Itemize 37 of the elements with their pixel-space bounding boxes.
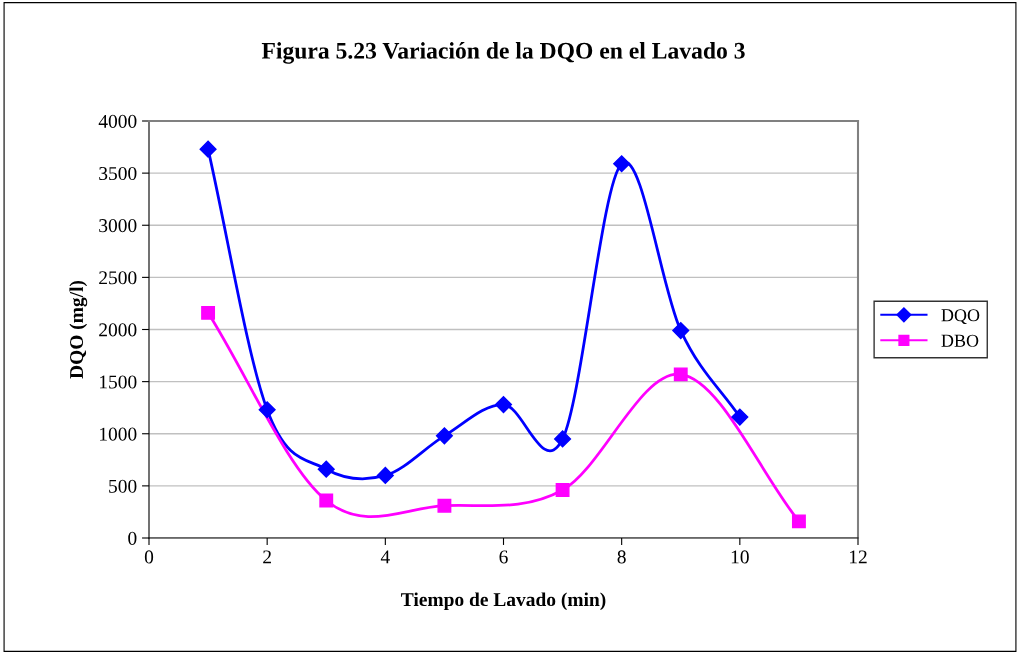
x-tick-label: 10 <box>731 550 749 564</box>
point <box>317 460 335 478</box>
legend-label: DQO <box>941 309 980 325</box>
y-tick-label: 4000 <box>98 114 137 128</box>
point <box>555 483 570 497</box>
point <box>435 427 453 445</box>
point <box>673 367 688 382</box>
x-axis-title: Tiempo de Lavado (min) <box>401 592 606 611</box>
point <box>791 514 806 529</box>
point <box>319 493 334 508</box>
y-tick-label: 2500 <box>99 271 137 285</box>
point <box>199 140 217 158</box>
point <box>613 155 631 173</box>
x-tick-label: 0 <box>144 550 154 564</box>
y-axis-title: DQO (mg/l) <box>69 280 88 379</box>
y-tick-label: 1000 <box>100 427 137 441</box>
point <box>437 498 452 513</box>
x-tick-label: 6 <box>499 550 508 564</box>
y-tick-label: 3500 <box>99 166 137 181</box>
y-tick-label: 3000 <box>99 219 137 233</box>
point <box>731 408 749 426</box>
y-tick-label: 1500 <box>100 375 137 389</box>
x-tick-label: 2 <box>263 550 271 564</box>
y-tick-label: 0 <box>128 531 137 545</box>
point <box>258 401 276 419</box>
legend-label: DBO <box>941 334 979 347</box>
y-tick-label: 500 <box>109 479 137 493</box>
point <box>554 430 572 448</box>
x-tick-label: 8 <box>617 550 626 564</box>
point <box>201 305 216 320</box>
chart-title: Figura 5.23 Variación de la DQO en el Lavado 3 <box>261 42 745 64</box>
point <box>672 321 690 340</box>
point <box>494 396 513 414</box>
x-tick-label: 4 <box>380 550 390 564</box>
x-tick-label: 12 <box>849 550 867 564</box>
point <box>376 466 394 485</box>
y-tick-label: 2000 <box>99 323 137 337</box>
